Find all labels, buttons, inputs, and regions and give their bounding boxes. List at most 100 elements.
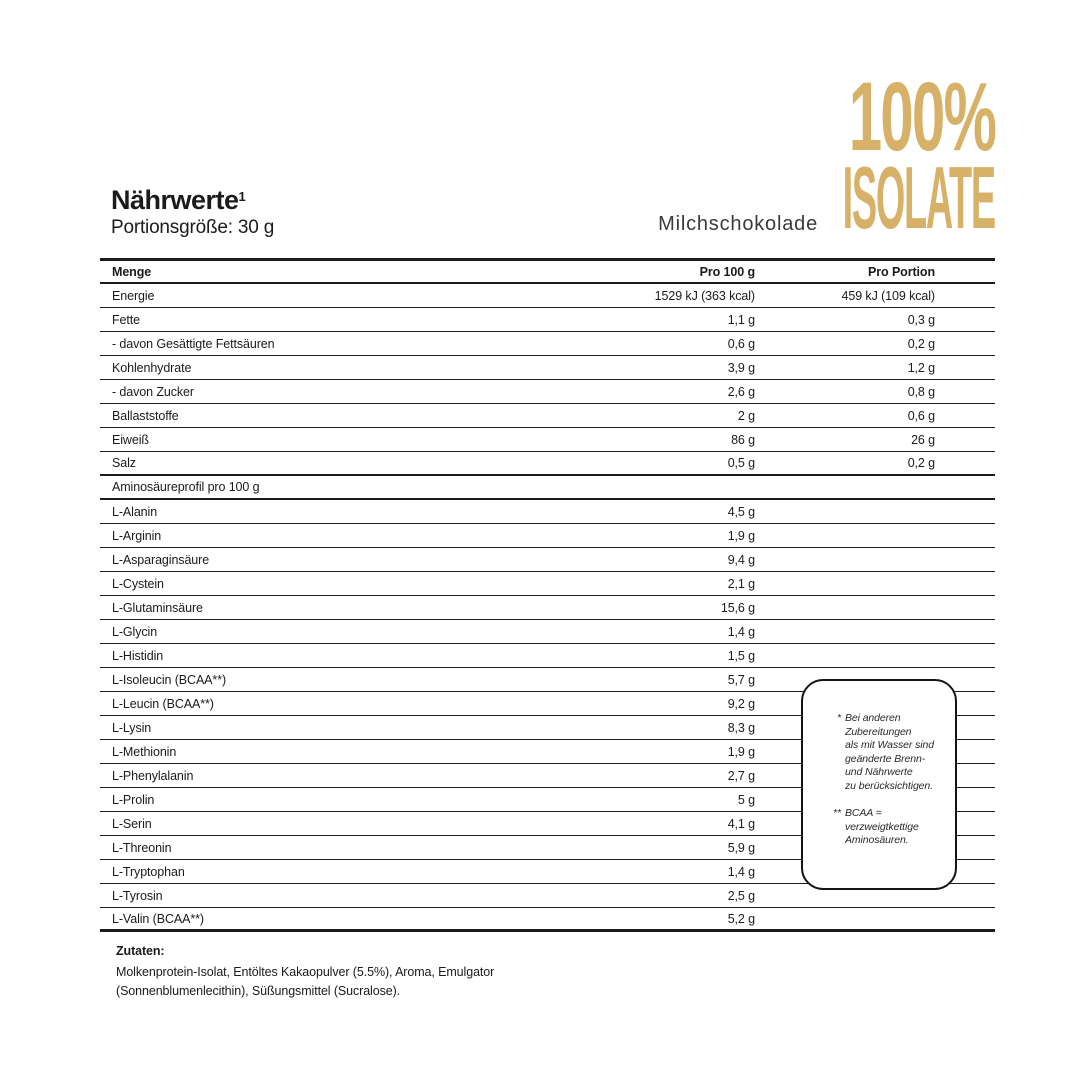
row-label: Fette bbox=[112, 312, 140, 327]
table-row: Eiweiß 86 g 26 g bbox=[100, 428, 995, 452]
footnote-preparation: * Bei anderen Zubereitungen als mit Wass… bbox=[824, 712, 945, 793]
row-label: - davon Gesättigte Fettsäuren bbox=[112, 336, 275, 351]
logo-line-100-percent: 100% bbox=[848, 62, 997, 171]
row-label: L-Glutaminsäure bbox=[112, 600, 203, 615]
row-label: L-Glycin bbox=[112, 624, 158, 639]
table-row: L-Isoleucin (BCAA**) 5,7 g bbox=[100, 668, 995, 692]
table-row: L-Methionin 1,9 g bbox=[100, 740, 995, 764]
table-row: L-Glycin 1,4 g bbox=[100, 620, 995, 644]
nutrient-rows: Energie 1529 kJ (363 kcal) 459 kJ (109 k… bbox=[100, 284, 995, 476]
nutrition-table: Menge Pro 100 g Pro Portion Energie 1529… bbox=[100, 258, 995, 932]
row-value-per-portion: 0,8 g bbox=[907, 384, 935, 399]
table-row: L-Alanin 4,5 g bbox=[100, 500, 995, 524]
row-label: Salz bbox=[112, 456, 136, 470]
table-row: L-Leucin (BCAA**) 9,2 g bbox=[100, 692, 995, 716]
table-row: Fette 1,1 g 0,3 g bbox=[100, 308, 995, 332]
footnote-preparation-text: Bei anderen Zubereitungen als mit Wasser… bbox=[845, 712, 934, 792]
row-value-per-100g: 2,6 g bbox=[727, 384, 755, 399]
table-row: L-Glutaminsäure 15,6 g bbox=[100, 596, 995, 620]
row-value-per-100g: 0,5 g bbox=[727, 456, 755, 470]
row-value-per-portion: 459 kJ (109 kcal) bbox=[841, 288, 936, 303]
table-row: Ballaststoffe 2 g 0,6 g bbox=[100, 404, 995, 428]
row-value-per-100g: 2,5 g bbox=[727, 888, 755, 903]
column-header-pro-portion: Pro Portion bbox=[868, 264, 935, 279]
row-value-per-100g: 5,7 g bbox=[727, 672, 755, 687]
row-value-per-100g: 0,6 g bbox=[727, 336, 755, 351]
row-value-per-100g: 2 g bbox=[737, 408, 755, 423]
footnote-bcaa: ** BCAA = verzweigtkettige Aminosäuren. bbox=[824, 807, 945, 848]
page-title: Nährwerte1 bbox=[111, 186, 274, 214]
row-value-per-100g: 5 g bbox=[737, 792, 755, 807]
row-value-per-100g: 1529 kJ (363 kcal) bbox=[654, 288, 755, 303]
table-row: - davon Zucker 2,6 g 0,8 g bbox=[100, 380, 995, 404]
row-value-per-100g: 9,2 g bbox=[727, 696, 755, 711]
row-value-per-portion: 0,6 g bbox=[907, 408, 935, 423]
ingredients-heading: Zutaten: bbox=[116, 944, 165, 958]
table-row: L-Threonin 5,9 g bbox=[100, 836, 995, 860]
row-value-per-portion: 0,3 g bbox=[907, 312, 935, 327]
row-value-per-100g: 2,7 g bbox=[727, 768, 755, 783]
footnote-marker-double-asterisk: ** bbox=[833, 807, 841, 819]
title-block: Nährwerte1 Portionsgröße: 30 g bbox=[111, 186, 274, 239]
row-label: L-Alanin bbox=[112, 504, 158, 519]
table-row: L-Phenylalanin 2,7 g bbox=[100, 764, 995, 788]
footnote-box: * Bei anderen Zubereitungen als mit Wass… bbox=[801, 679, 957, 890]
ingredients-text: Molkenprotein-Isolat, Entöltes Kakaopulv… bbox=[116, 965, 495, 998]
flavor-name: Milchschokolade bbox=[658, 213, 818, 235]
row-value-per-portion: 0,2 g bbox=[907, 336, 935, 351]
table-row: Energie 1529 kJ (363 kcal) 459 kJ (109 k… bbox=[100, 284, 995, 308]
row-label: L-Cystein bbox=[112, 576, 164, 591]
row-value-per-100g: 5,2 g bbox=[727, 911, 755, 926]
column-header-menge: Menge bbox=[112, 264, 152, 279]
row-label: - davon Zucker bbox=[112, 384, 194, 399]
row-label: Kohlenhydrate bbox=[112, 360, 192, 375]
row-value-per-portion: 0,2 g bbox=[907, 456, 935, 470]
table-row: - davon Gesättigte Fettsäuren 0,6 g 0,2 … bbox=[100, 332, 995, 356]
table-row: L-Lysin 8,3 g bbox=[100, 716, 995, 740]
ingredients-block: Zutaten: Molkenprotein-Isolat, Entöltes … bbox=[116, 944, 494, 1001]
amino-section-header: Aminosäureprofil pro 100 g bbox=[112, 480, 260, 494]
title-footnote-marker: 1 bbox=[238, 189, 246, 204]
footnote-marker-single-asterisk: * bbox=[837, 712, 841, 724]
row-label: Ballaststoffe bbox=[112, 408, 179, 423]
row-value-per-portion: 1,2 g bbox=[907, 360, 935, 375]
row-label: L-Phenylalanin bbox=[112, 768, 194, 783]
row-value-per-100g: 86 g bbox=[731, 432, 755, 447]
row-value-per-100g: 1,4 g bbox=[727, 864, 755, 879]
row-value-per-100g: 2,1 g bbox=[727, 576, 755, 591]
serving-size-label: Portionsgröße: 30 g bbox=[111, 217, 275, 239]
row-value-per-100g: 5,9 g bbox=[727, 840, 755, 855]
footnote-bcaa-text: BCAA = verzweigtkettige Aminosäuren. bbox=[845, 807, 919, 846]
table-row: L-Histidin 1,5 g bbox=[100, 644, 995, 668]
table-row: L-Serin 4,1 g bbox=[100, 812, 995, 836]
row-value-per-100g: 1,9 g bbox=[727, 528, 755, 543]
table-row: L-Asparaginsäure 9,4 g bbox=[100, 548, 995, 572]
table-row: L-Prolin 5 g bbox=[100, 788, 995, 812]
row-label: L-Arginin bbox=[112, 528, 162, 543]
row-value-per-100g: 15,6 g bbox=[720, 600, 755, 615]
row-label: L-Lysin bbox=[112, 720, 152, 735]
row-value-per-100g: 4,1 g bbox=[727, 816, 755, 831]
amino-section-header-row: Aminosäureprofil pro 100 g bbox=[100, 476, 995, 500]
row-label: Energie bbox=[112, 288, 155, 303]
row-value-per-portion: 26 g bbox=[911, 432, 935, 447]
amino-acid-rows: L-Alanin 4,5 g L-Arginin 1,9 g L-Asparag… bbox=[100, 500, 995, 932]
row-value-per-100g: 4,5 g bbox=[727, 504, 755, 519]
row-value-per-100g: 1,4 g bbox=[727, 624, 755, 639]
row-label: L-Methionin bbox=[112, 744, 177, 759]
column-header-pro-100g: Pro 100 g bbox=[699, 264, 755, 279]
table-row: L-Tryptophan 1,4 g bbox=[100, 860, 995, 884]
row-label: L-Threonin bbox=[112, 840, 172, 855]
isolate-logo: 100% ISOLATE bbox=[675, 62, 997, 242]
table-header-row: Menge Pro 100 g Pro Portion bbox=[100, 261, 995, 284]
row-label: L-Histidin bbox=[112, 648, 164, 663]
table-row: Salz 0,5 g 0,2 g bbox=[100, 452, 995, 476]
page-title-text: Nährwerte bbox=[111, 185, 239, 215]
table-row: L-Tyrosin 2,5 g bbox=[100, 884, 995, 908]
row-label: L-Valin (BCAA**) bbox=[112, 911, 204, 926]
logo-line-isolate: ISOLATE bbox=[842, 148, 996, 247]
row-label: L-Asparaginsäure bbox=[112, 552, 210, 567]
row-label: L-Leucin (BCAA**) bbox=[112, 696, 214, 711]
row-value-per-100g: 3,9 g bbox=[727, 360, 755, 375]
row-label: L-Prolin bbox=[112, 792, 155, 807]
